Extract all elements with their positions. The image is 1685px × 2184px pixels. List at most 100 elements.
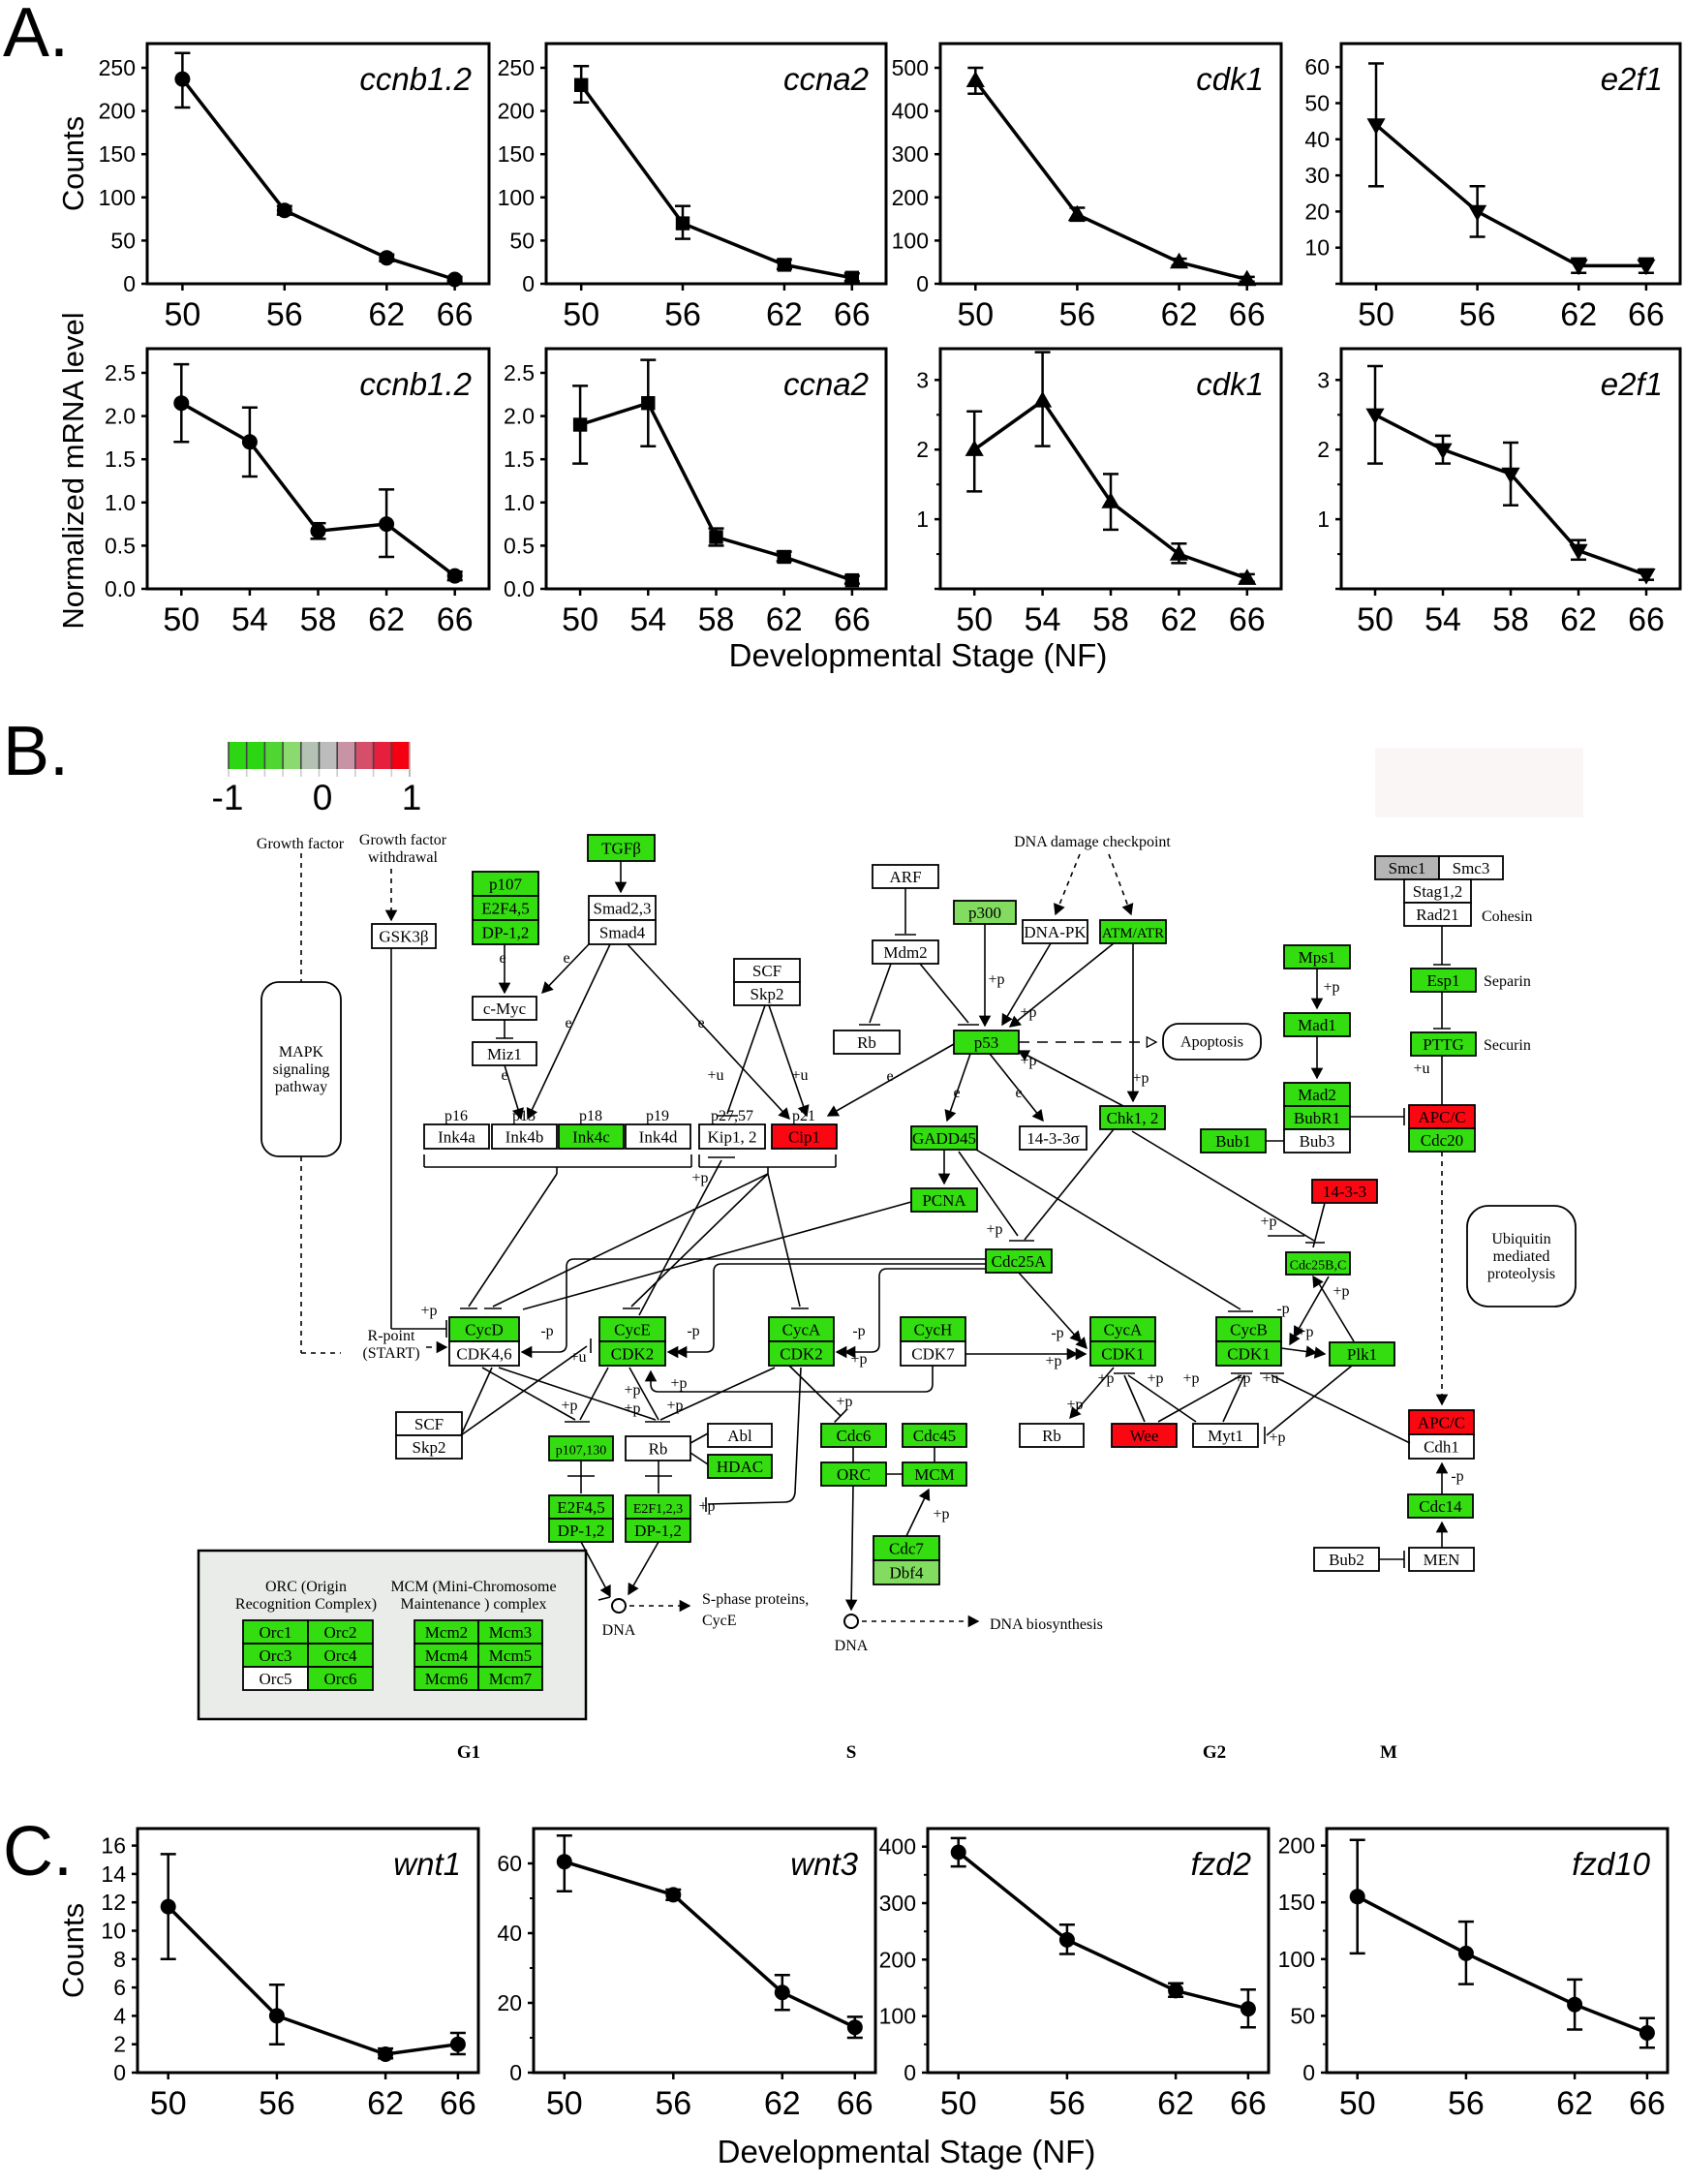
svg-text:wnt3: wnt3 <box>790 1846 858 1882</box>
svg-text:500: 500 <box>892 55 929 80</box>
svg-text:Maintenance ) complex: Maintenance ) complex <box>400 1596 546 1613</box>
svg-text:ORC: ORC <box>837 1465 871 1484</box>
svg-text:60: 60 <box>497 1851 522 1876</box>
svg-text:200: 200 <box>879 1947 916 1972</box>
svg-text:50: 50 <box>1290 2003 1315 2028</box>
svg-text:2.5: 2.5 <box>105 360 136 385</box>
svg-text:Smc3: Smc3 <box>1453 859 1490 877</box>
svg-text:p21: p21 <box>792 1108 815 1124</box>
svg-text:+p: +p <box>1045 1353 1061 1369</box>
svg-text:Cdc45: Cdc45 <box>913 1427 956 1445</box>
svg-text:0.0: 0.0 <box>504 576 535 601</box>
svg-text:250: 250 <box>498 55 535 80</box>
svg-text:APC/C: APC/C <box>1418 1108 1465 1126</box>
svg-text:40: 40 <box>1304 127 1330 152</box>
svg-text:c-Myc: c-Myc <box>483 1000 527 1018</box>
svg-text:50: 50 <box>562 601 598 638</box>
svg-text:Ubiquitin: Ubiquitin <box>1491 1231 1550 1247</box>
svg-text:150: 150 <box>99 141 136 167</box>
svg-text:pathway: pathway <box>275 1079 327 1095</box>
svg-text:62: 62 <box>367 2085 404 2122</box>
svg-text:DNA: DNA <box>602 1622 636 1639</box>
svg-text:MEN: MEN <box>1424 1551 1460 1569</box>
svg-text:GSK3β: GSK3β <box>379 928 428 946</box>
svg-text:Counts: Counts <box>56 116 90 211</box>
svg-text:Recognition Complex): Recognition Complex) <box>235 1596 377 1613</box>
svg-text:+p: +p <box>666 1398 683 1414</box>
svg-text:C.: C. <box>3 1813 73 1891</box>
svg-text:Apoptosis: Apoptosis <box>1180 1034 1243 1051</box>
svg-text:66: 66 <box>440 2085 476 2122</box>
svg-text:Mcm6: Mcm6 <box>425 1670 468 1688</box>
svg-text:wnt1: wnt1 <box>393 1846 461 1882</box>
svg-text:Mcm4: Mcm4 <box>425 1646 469 1665</box>
svg-text:DP-1,2: DP-1,2 <box>482 924 530 942</box>
svg-text:G1: G1 <box>457 1742 480 1763</box>
svg-text:CDK7: CDK7 <box>911 1345 955 1364</box>
svg-text:2.5: 2.5 <box>504 360 535 385</box>
svg-text:S: S <box>846 1742 857 1763</box>
svg-text:-p: -p <box>1051 1325 1063 1341</box>
svg-text:-p: -p <box>852 1323 865 1339</box>
svg-text:Normalized mRNA level: Normalized mRNA level <box>56 312 90 629</box>
svg-text:Cdc7: Cdc7 <box>889 1540 924 1558</box>
svg-text:+p: +p <box>691 1170 708 1186</box>
svg-text:-1: -1 <box>212 778 244 817</box>
svg-text:Cdc6: Cdc6 <box>837 1427 872 1445</box>
svg-text:Bub2: Bub2 <box>1329 1551 1364 1569</box>
svg-text:62: 62 <box>1160 601 1197 638</box>
svg-text:-p: -p <box>1451 1468 1463 1485</box>
svg-text:Separin: Separin <box>1484 973 1531 990</box>
svg-text:6: 6 <box>113 1975 126 2000</box>
svg-text:62: 62 <box>1157 2085 1194 2122</box>
svg-text:E2F1,2,3: E2F1,2,3 <box>633 1502 683 1517</box>
svg-text:ccnb1.2: ccnb1.2 <box>359 366 472 402</box>
svg-text:62: 62 <box>1560 601 1597 638</box>
svg-text:0: 0 <box>904 2060 916 2085</box>
svg-text:CycE: CycE <box>614 1321 651 1339</box>
svg-text:+u: +u <box>707 1067 723 1084</box>
svg-text:58: 58 <box>698 601 735 638</box>
svg-text:14-3-3σ: 14-3-3σ <box>1026 1129 1080 1148</box>
svg-text:fzd2: fzd2 <box>1191 1846 1251 1882</box>
svg-text:ccna2: ccna2 <box>783 61 869 97</box>
svg-text:62: 62 <box>368 601 405 638</box>
svg-text:150: 150 <box>1278 1890 1315 1915</box>
svg-text:e: e <box>697 1015 704 1031</box>
svg-text:R-point: R-point <box>368 1328 415 1344</box>
svg-text:ccnb1.2: ccnb1.2 <box>359 61 472 97</box>
svg-text:56: 56 <box>655 2085 691 2122</box>
svg-text:20: 20 <box>497 1990 522 2015</box>
svg-text:30: 30 <box>1304 163 1330 188</box>
svg-text:250: 250 <box>99 55 136 80</box>
svg-text:Mdm2: Mdm2 <box>883 943 927 962</box>
svg-text:e2f1: e2f1 <box>1601 366 1663 402</box>
svg-text:56: 56 <box>266 296 303 333</box>
svg-text:10: 10 <box>1304 235 1330 261</box>
svg-text:B.: B. <box>3 713 69 790</box>
svg-text:CycH: CycH <box>914 1321 953 1339</box>
svg-text:p107,130: p107,130 <box>556 1444 607 1459</box>
svg-text:14: 14 <box>101 1861 126 1887</box>
svg-text:CycE: CycE <box>702 1613 737 1629</box>
svg-text:66: 66 <box>1628 601 1665 638</box>
svg-text:CycA: CycA <box>1104 1321 1143 1339</box>
svg-text:0: 0 <box>113 2060 126 2085</box>
svg-text:Counts: Counts <box>56 1903 90 1998</box>
svg-text:-p: -p <box>540 1323 553 1339</box>
svg-text:54: 54 <box>1425 601 1461 638</box>
svg-text:(START): (START) <box>362 1345 419 1362</box>
svg-text:0: 0 <box>1302 2060 1315 2085</box>
svg-text:50: 50 <box>1304 91 1330 116</box>
svg-text:8: 8 <box>113 1947 126 1972</box>
svg-text:+p: +p <box>1020 1053 1036 1069</box>
svg-text:62: 62 <box>764 2085 801 2122</box>
svg-text:100: 100 <box>498 185 535 210</box>
svg-text:3: 3 <box>916 367 929 392</box>
svg-text:Myt1: Myt1 <box>1208 1427 1243 1445</box>
svg-text:e: e <box>563 950 569 967</box>
svg-text:0: 0 <box>509 2060 522 2085</box>
svg-text:54: 54 <box>231 601 268 638</box>
svg-text:+p: +p <box>1147 1370 1163 1387</box>
svg-text:Rad21: Rad21 <box>1416 906 1458 924</box>
